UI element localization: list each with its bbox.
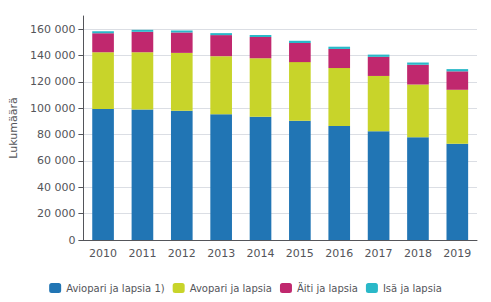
svg-text:Avopari ja lapsia: Avopari ja lapsia xyxy=(190,283,272,294)
svg-text:Lukumäärä: Lukumäärä xyxy=(7,97,20,158)
svg-text:Isä ja lapsia: Isä ja lapsia xyxy=(383,283,442,294)
svg-text:140 000: 140 000 xyxy=(30,49,76,62)
svg-text:2014: 2014 xyxy=(247,247,275,260)
svg-text:60 000: 60 000 xyxy=(37,154,76,167)
svg-text:2019: 2019 xyxy=(443,247,471,260)
svg-text:80 000: 80 000 xyxy=(37,128,76,141)
svg-text:2013: 2013 xyxy=(207,247,235,260)
svg-text:2018: 2018 xyxy=(404,247,432,260)
svg-text:120 000: 120 000 xyxy=(30,75,76,88)
svg-text:2017: 2017 xyxy=(365,247,393,260)
svg-text:100 000: 100 000 xyxy=(30,102,76,115)
svg-text:160 000: 160 000 xyxy=(30,23,76,36)
svg-text:Äiti ja lapsia: Äiti ja lapsia xyxy=(297,282,358,294)
svg-text:40 000: 40 000 xyxy=(37,181,76,194)
svg-text:2011: 2011 xyxy=(128,247,156,260)
svg-text:2010: 2010 xyxy=(89,247,117,260)
svg-text:2016: 2016 xyxy=(325,247,353,260)
svg-text:0: 0 xyxy=(68,234,75,247)
svg-text:Aviopari ja lapsia 1): Aviopari ja lapsia 1) xyxy=(66,283,165,294)
svg-text:2015: 2015 xyxy=(286,247,314,260)
svg-text:2012: 2012 xyxy=(168,247,196,260)
svg-text:20 000: 20 000 xyxy=(37,207,76,220)
